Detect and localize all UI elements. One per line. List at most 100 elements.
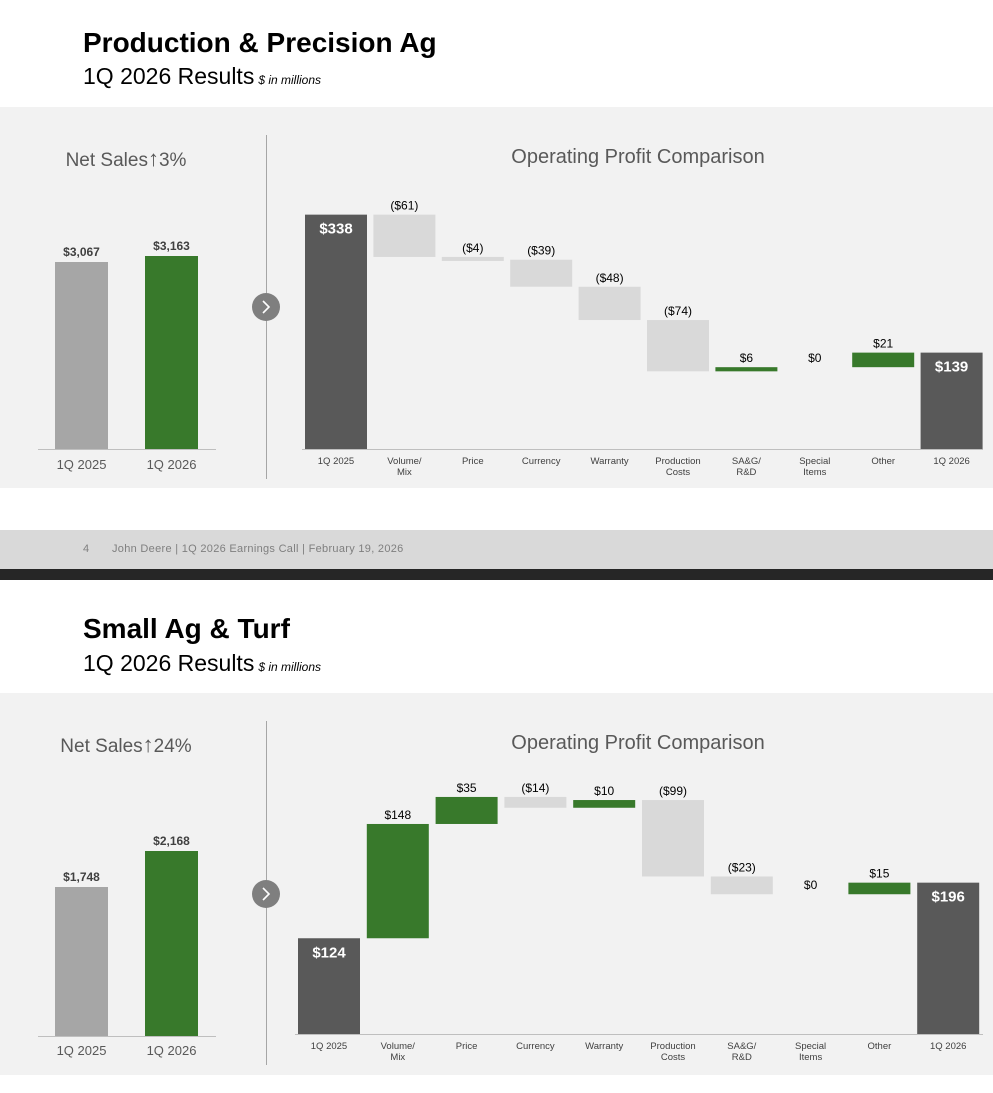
- delta-bar: [715, 367, 778, 372]
- category-line: R&D: [736, 467, 756, 478]
- waterfall-category-label: Other: [868, 1041, 892, 1052]
- unit-note: $ in millions: [258, 73, 322, 87]
- subtitle-text: 1Q 2026 Results: [83, 650, 255, 676]
- waterfall-category-label: Volume/Mix: [387, 456, 422, 478]
- waterfall-category-label: Other: [871, 456, 895, 467]
- net-sales-change: 3%: [158, 150, 187, 171]
- waterfall-category-label: 1Q 2026: [933, 456, 969, 467]
- delta-bar: [510, 259, 573, 287]
- net-sales-value-label: $1,748: [63, 870, 100, 885]
- category-line: 1Q 2026: [930, 1041, 966, 1052]
- delta-bar: [848, 882, 911, 895]
- total-bar: [305, 214, 367, 449]
- delta-bar: [852, 352, 915, 368]
- chevron-right-icon: [262, 887, 271, 901]
- slide-title: Small Ag & Turf: [83, 613, 290, 644]
- waterfall-category-label: Warranty: [591, 456, 629, 467]
- waterfall-category-label: Production Costs: [655, 456, 700, 478]
- total-bar: [298, 938, 360, 1034]
- up-arrow-icon: ↑: [147, 146, 159, 171]
- category-line: Price: [456, 1041, 478, 1052]
- net-sales-axis: [38, 449, 216, 450]
- category-line: Currency: [522, 456, 561, 467]
- waterfall-value-label: $21: [873, 337, 893, 351]
- waterfall-value-label: ($4): [462, 241, 483, 255]
- net-sales-bar: [55, 261, 108, 449]
- slide-subtitle: 1Q 2026 Results $ in millions: [83, 650, 321, 677]
- category-line: Special: [795, 1041, 826, 1052]
- total-bar: [920, 352, 983, 449]
- waterfall-value-label: $196: [932, 889, 965, 906]
- waterfall-value-label: $10: [594, 784, 614, 798]
- page-number: 4: [83, 543, 90, 555]
- category-line: Warranty: [585, 1041, 623, 1052]
- net-sales-value-label: $3,067: [63, 244, 100, 259]
- delta-bar: [441, 256, 504, 261]
- slide-title: Production & Precision Ag: [83, 27, 437, 58]
- category-line: Costs: [666, 467, 691, 478]
- waterfall-category-label: 1Q 2025: [318, 456, 354, 467]
- waterfall-category-label: Currency: [516, 1041, 555, 1052]
- waterfall-category-label: 1Q 2025: [311, 1041, 347, 1052]
- category-line: Warranty: [591, 456, 629, 467]
- category-line: Currency: [516, 1041, 555, 1052]
- category-line: Mix: [390, 1052, 405, 1063]
- net-sales-category-label: 1Q 2026: [146, 1043, 197, 1058]
- category-line: 1Q 2025: [318, 456, 354, 467]
- waterfall-category-label: Price: [456, 1041, 478, 1052]
- footer-text: 4 John Deere | 1Q 2026 Earnings Call | Fe…: [83, 543, 404, 555]
- op-profit-title: Operating Profit Comparison: [511, 732, 765, 754]
- delta-bar: [435, 796, 498, 824]
- waterfall-category-label: Special Items: [799, 456, 830, 478]
- waterfall-value-label: ($61): [390, 199, 418, 213]
- waterfall-svg: $338 1Q 2025 ($61) Volume/Mix ($4) Price ($39)…: [302, 199, 983, 478]
- category-line: Production: [650, 1041, 695, 1052]
- category-line: Other: [871, 456, 895, 467]
- subtitle-text: 1Q 2026 Results: [83, 63, 255, 89]
- footer-caption: John Deere | 1Q 2026 Earnings Call | Feb…: [112, 543, 404, 555]
- waterfall-category-label: Currency: [522, 456, 561, 467]
- net-sales-label: Net Sales: [65, 150, 148, 171]
- delta-bar: [647, 320, 709, 372]
- waterfall-category-label: SA&G/R&D: [727, 1041, 756, 1063]
- op-profit-title: Operating Profit Comparison: [511, 146, 765, 168]
- net-sales-bar: [55, 887, 108, 1036]
- category-line: Volume/: [387, 456, 422, 467]
- category-line: Items: [799, 1052, 822, 1063]
- net-sales-axis: [38, 1036, 216, 1037]
- waterfall-value-label: $0: [808, 351, 822, 365]
- category-line: R&D: [732, 1052, 752, 1063]
- waterfall-value-label: $15: [869, 867, 889, 881]
- chevron-right-icon: [262, 300, 271, 314]
- category-line: Other: [868, 1041, 892, 1052]
- next-arrow-button[interactable]: [252, 293, 280, 321]
- net-sales-value-label: $2,168: [153, 834, 190, 849]
- slide-subtitle: 1Q 2026 Results $ in millions: [83, 63, 321, 90]
- waterfall-value-label: $139: [935, 359, 968, 376]
- results-panel: Net Sales↑3% Operating Profit Comparison…: [0, 107, 993, 488]
- delta-bar: [373, 214, 436, 257]
- category-line: SA&G/: [727, 1041, 756, 1052]
- delta-bar: [642, 800, 704, 877]
- delta-bar: [504, 796, 567, 808]
- waterfall-value-label: $338: [319, 221, 352, 238]
- category-line: 1Q 2025: [311, 1041, 347, 1052]
- waterfall-category-label: Special Items: [795, 1041, 826, 1063]
- footer-bar: 4 John Deere | 1Q 2026 Earnings Call | Fe…: [0, 530, 993, 569]
- net-sales-bar: [145, 851, 198, 1036]
- delta-bar: [710, 876, 773, 895]
- net-sales-change: 24%: [153, 736, 192, 757]
- net-sales-value-label: $3,163: [153, 238, 190, 253]
- waterfall-value-label: ($99): [659, 784, 687, 798]
- waterfall-value-label: $0: [804, 878, 818, 892]
- slide-separator: [0, 569, 993, 580]
- next-arrow-button[interactable]: [252, 880, 280, 908]
- waterfall-value-label: $148: [384, 808, 411, 822]
- waterfall-value-label: $124: [312, 944, 346, 961]
- category-line: Special: [799, 456, 830, 467]
- category-line: Price: [462, 456, 484, 467]
- net-sales-label: Net Sales: [60, 736, 143, 757]
- category-line: Volume/: [381, 1041, 416, 1052]
- waterfall-value-label: ($48): [596, 271, 624, 285]
- waterfall-category-label: Price: [462, 456, 484, 467]
